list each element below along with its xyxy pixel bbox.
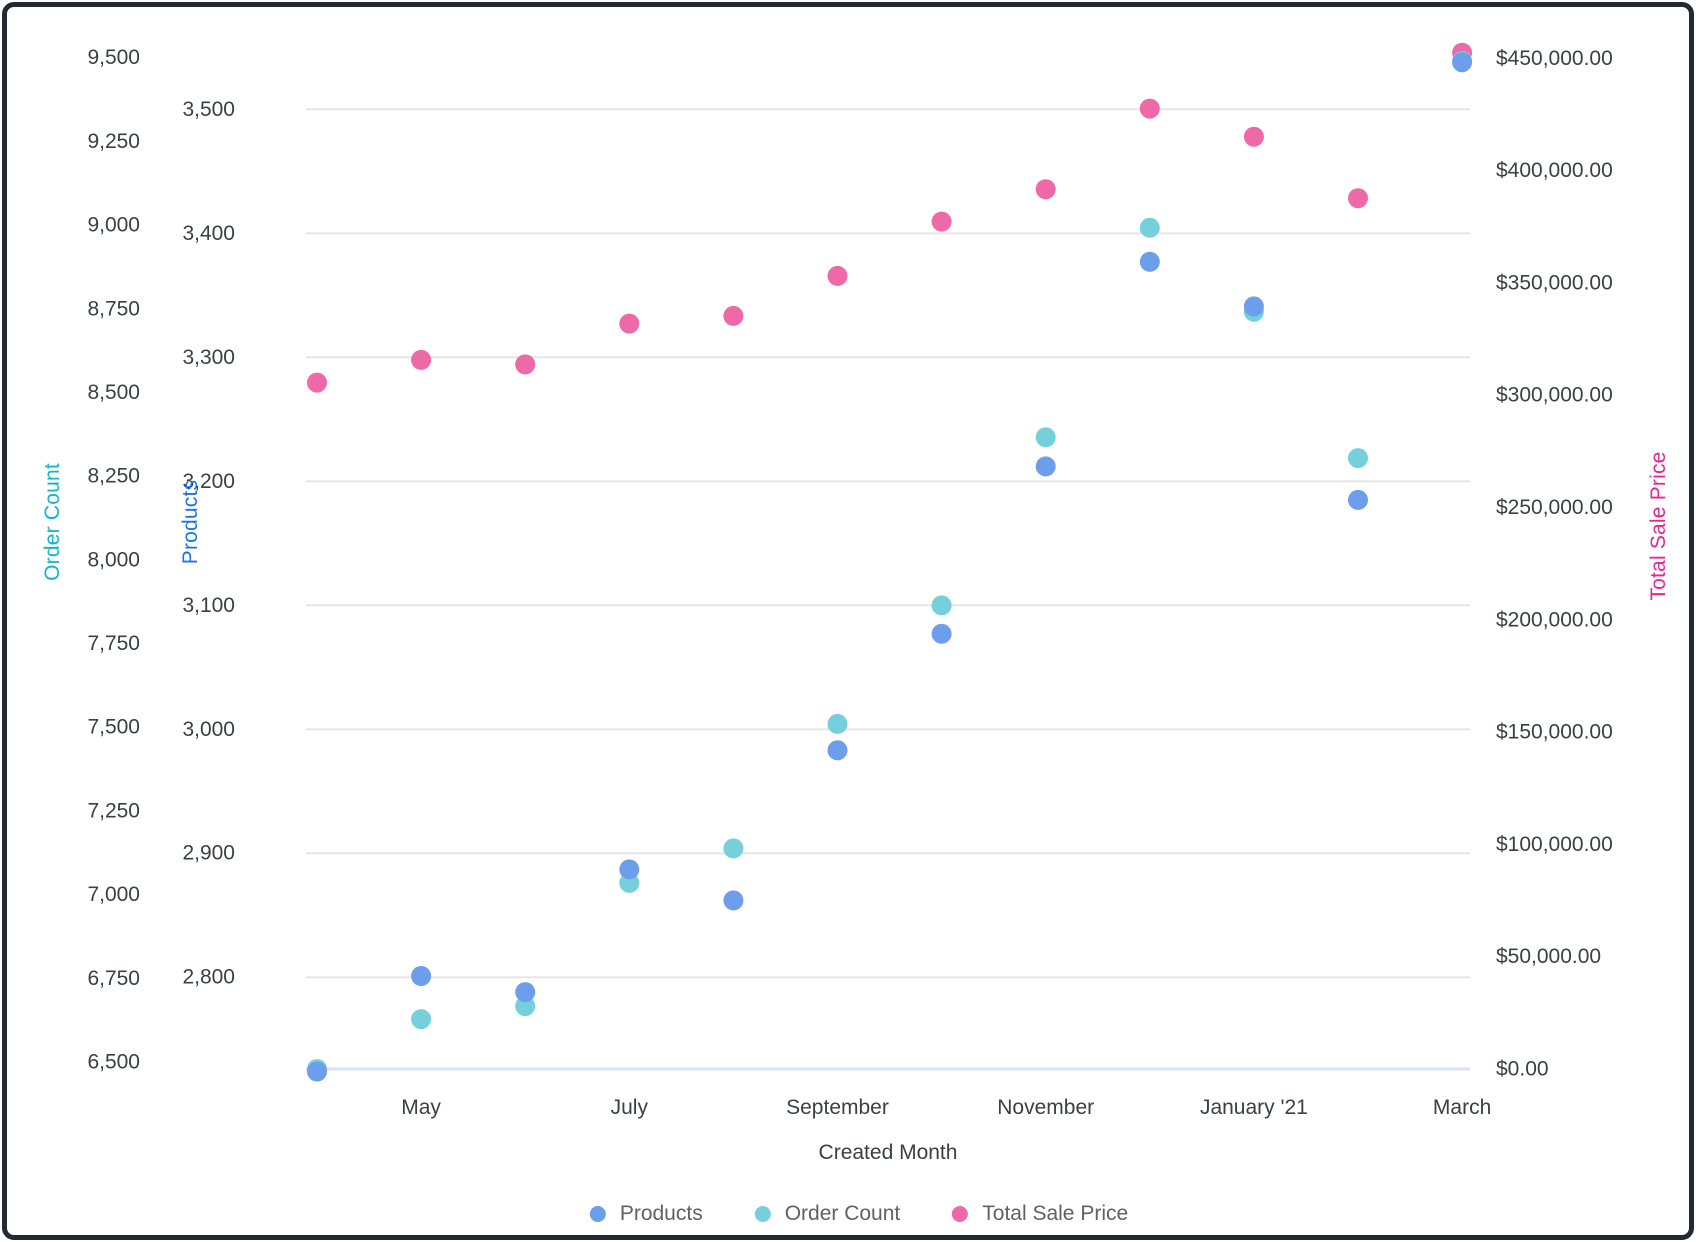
point-total-sale-price-april[interactable] bbox=[307, 372, 327, 393]
tick-label-order_count: 8,750 bbox=[87, 297, 140, 320]
x-tick-label: January '21 bbox=[1200, 1096, 1308, 1119]
tick-label-total_sale_price: $0.00 bbox=[1496, 1058, 1549, 1081]
point-total-sale-price-may[interactable] bbox=[411, 349, 432, 370]
tick-label-order_count: 7,750 bbox=[87, 632, 140, 655]
legend-label-order-count: Order Count bbox=[784, 1202, 901, 1225]
tick-label-total_sale_price: $200,000.00 bbox=[1496, 608, 1613, 631]
legend: Products Order Count Total Sale Price bbox=[589, 1202, 1128, 1226]
tick-label-order_count: 7,500 bbox=[87, 716, 140, 739]
point-products-january-21[interactable] bbox=[1243, 296, 1264, 317]
point-products-september[interactable] bbox=[827, 740, 848, 761]
tick-label-total_sale_price: $450,000.00 bbox=[1496, 47, 1613, 70]
tick-label-products: 3,400 bbox=[182, 222, 235, 245]
point-order-count-september[interactable] bbox=[827, 713, 848, 734]
tick-label-products: 3,300 bbox=[182, 346, 235, 369]
legend-dot-order-count-icon bbox=[754, 1206, 771, 1222]
legend-dot-products-icon bbox=[589, 1206, 606, 1222]
x-tick-label: November bbox=[997, 1096, 1094, 1119]
point-total-sale-price-august[interactable] bbox=[723, 305, 744, 326]
tick-label-order_count: 7,000 bbox=[87, 883, 140, 906]
tick-label-order_count: 9,000 bbox=[87, 214, 140, 237]
tick-label-products: 2,900 bbox=[182, 842, 235, 865]
point-products-december[interactable] bbox=[1139, 251, 1160, 272]
tick-label-total_sale_price: $150,000.00 bbox=[1496, 721, 1613, 744]
tick-label-products: 3,000 bbox=[182, 718, 235, 741]
legend-label-products: Products bbox=[619, 1202, 703, 1225]
point-total-sale-price-july[interactable] bbox=[619, 313, 640, 334]
point-total-sale-price-october[interactable] bbox=[931, 211, 952, 232]
point-total-sale-price-september[interactable] bbox=[827, 265, 848, 286]
tick-label-total_sale_price: $50,000.00 bbox=[1496, 945, 1601, 968]
legend-item-order-count[interactable]: Order Count bbox=[754, 1202, 901, 1226]
legend-item-total-sale-price[interactable]: Total Sale Price bbox=[952, 1202, 1128, 1226]
tick-label-total_sale_price: $100,000.00 bbox=[1496, 833, 1613, 856]
point-total-sale-price-december[interactable] bbox=[1139, 98, 1160, 119]
point-products-october[interactable] bbox=[931, 623, 952, 644]
tick-label-order_count: 6,500 bbox=[87, 1051, 140, 1074]
point-products-april[interactable] bbox=[307, 1061, 327, 1082]
legend-label-total-sale-price: Total Sale Price bbox=[982, 1202, 1129, 1225]
point-order-count-june[interactable] bbox=[515, 996, 536, 1017]
tick-label-products: 2,800 bbox=[182, 966, 235, 989]
tick-label-products: 3,100 bbox=[182, 594, 235, 617]
tick-label-order_count: 9,500 bbox=[87, 46, 140, 69]
point-products-august[interactable] bbox=[723, 890, 744, 911]
tick-label-order_count: 9,250 bbox=[87, 130, 140, 153]
legend-item-products[interactable]: Products bbox=[589, 1202, 703, 1226]
point-order-count-october[interactable] bbox=[931, 595, 952, 616]
tick-label-order_count: 8,250 bbox=[87, 465, 140, 488]
point-order-count-november[interactable] bbox=[1035, 427, 1056, 448]
tick-label-total_sale_price: $350,000.00 bbox=[1496, 271, 1613, 294]
tick-label-products: 3,200 bbox=[182, 470, 235, 493]
point-order-count-august[interactable] bbox=[723, 838, 744, 859]
x-axis-title: Created Month bbox=[818, 1141, 958, 1164]
point-products-november[interactable] bbox=[1035, 456, 1056, 477]
point-products-march[interactable] bbox=[1452, 52, 1473, 73]
point-order-count-february[interactable] bbox=[1348, 448, 1368, 469]
y-axis-title-products: Products bbox=[179, 479, 202, 565]
tick-label-order_count: 7,250 bbox=[87, 799, 140, 822]
point-total-sale-price-february[interactable] bbox=[1348, 188, 1368, 209]
tick-label-order_count: 8,000 bbox=[87, 548, 140, 571]
x-tick-label: July bbox=[611, 1096, 649, 1119]
point-products-july[interactable] bbox=[619, 859, 640, 880]
point-products-february[interactable] bbox=[1348, 489, 1368, 510]
point-total-sale-price-june[interactable] bbox=[515, 354, 536, 375]
tick-label-total_sale_price: $250,000.00 bbox=[1496, 496, 1613, 519]
x-tick-label: May bbox=[401, 1096, 441, 1119]
point-products-june[interactable] bbox=[515, 982, 536, 1003]
tick-label-total_sale_price: $400,000.00 bbox=[1496, 159, 1613, 182]
tick-label-order_count: 6,750 bbox=[87, 967, 140, 990]
point-total-sale-price-january-21[interactable] bbox=[1243, 126, 1264, 147]
scatter-chart: 6,500 6,750 7,000 7,250 7,500 7,750 8,000 8,250… bbox=[87, 42, 1613, 1119]
y-axis-title-total-sale-price: Total Sale Price bbox=[1647, 451, 1670, 601]
point-total-sale-price-november[interactable] bbox=[1035, 179, 1056, 200]
tick-label-total_sale_price: $300,000.00 bbox=[1496, 384, 1613, 407]
point-order-count-december[interactable] bbox=[1139, 217, 1160, 238]
x-tick-label: March bbox=[1433, 1096, 1491, 1119]
tick-label-order_count: 8,500 bbox=[87, 381, 140, 404]
point-products-may[interactable] bbox=[411, 966, 432, 986]
tick-label-products: 3,500 bbox=[182, 98, 235, 121]
x-tick-label: September bbox=[786, 1096, 889, 1119]
point-order-count-may[interactable] bbox=[411, 1009, 432, 1030]
y-axis-title-order-count: Order Count bbox=[41, 463, 64, 581]
legend-dot-total-sale-price-icon bbox=[952, 1206, 969, 1222]
